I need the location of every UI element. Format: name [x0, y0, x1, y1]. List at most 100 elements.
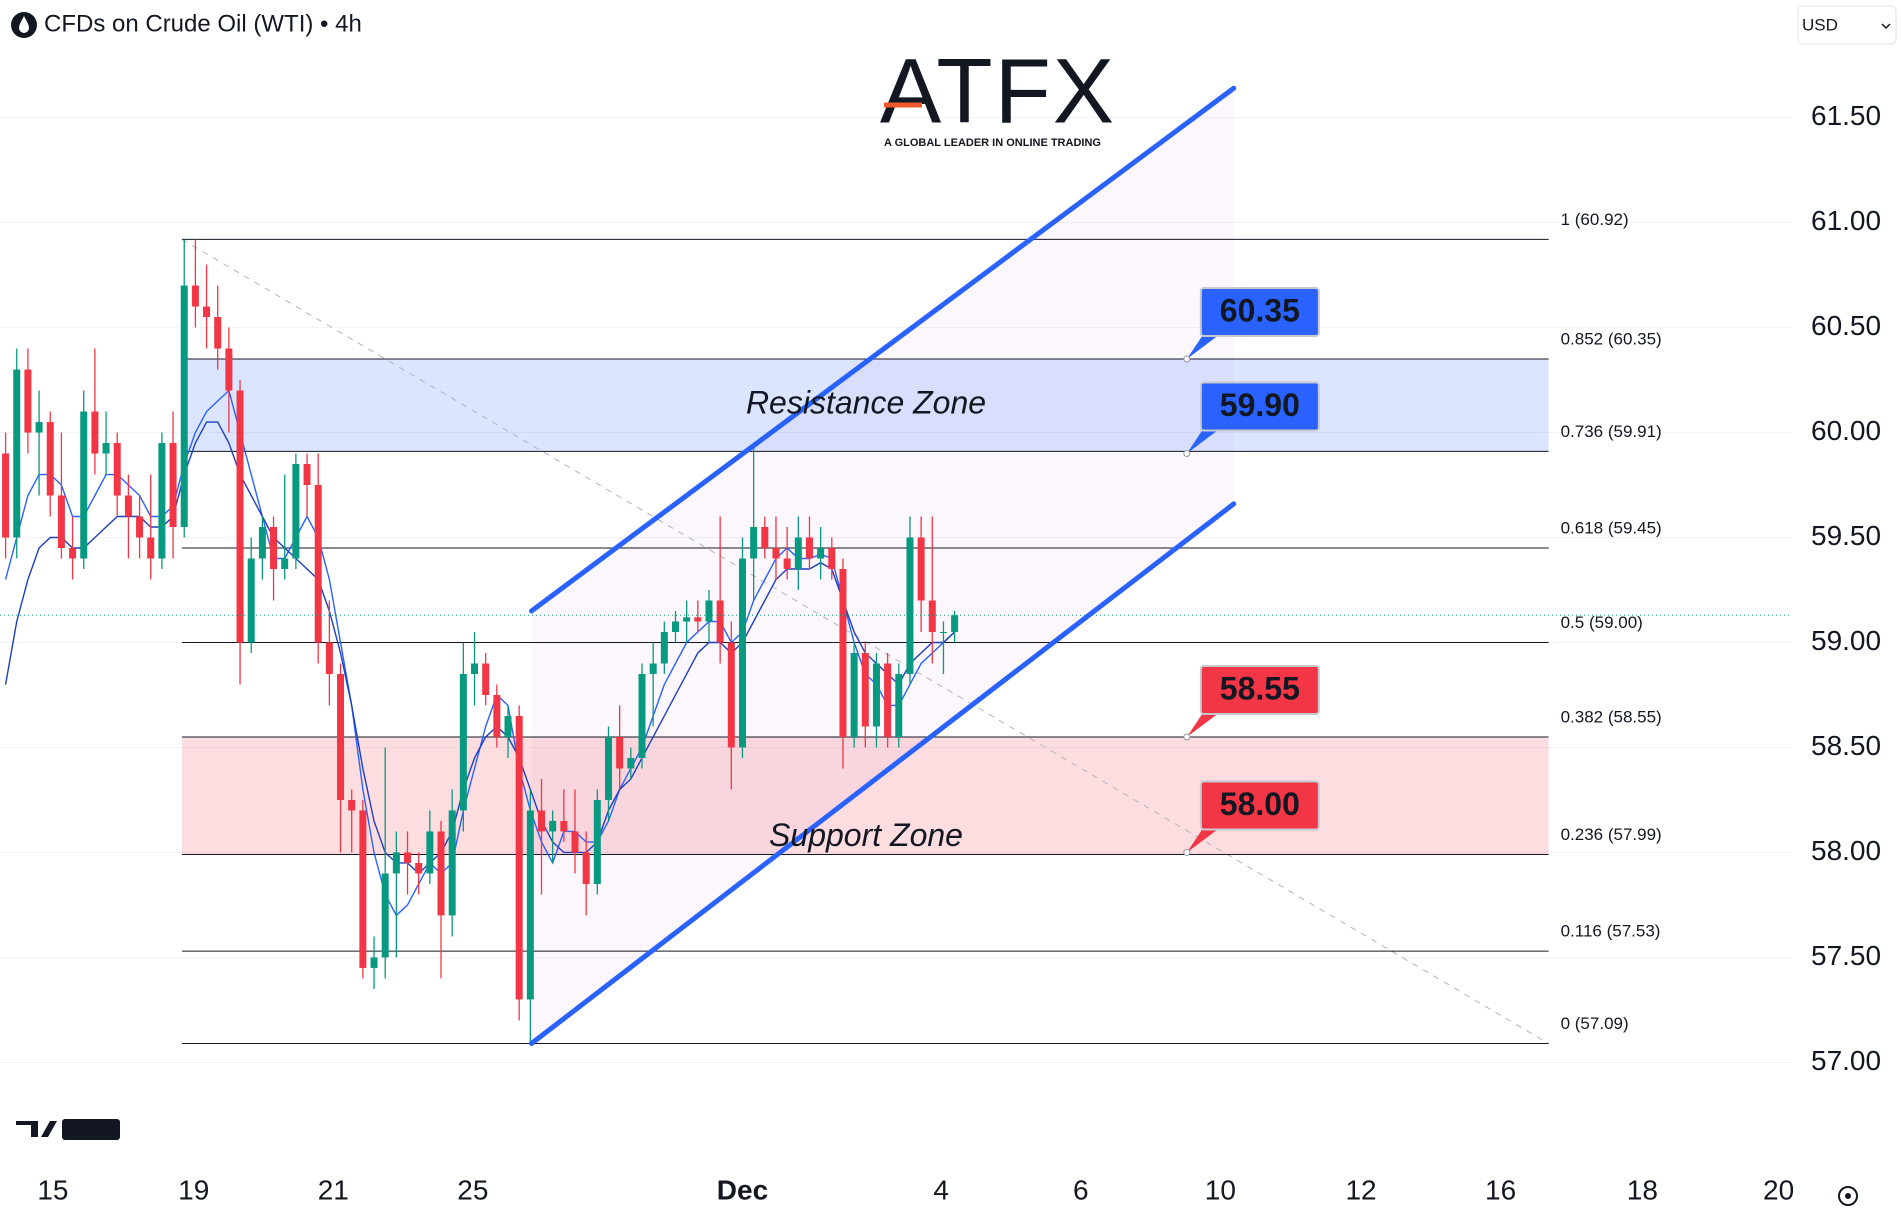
candle-body	[459, 673, 467, 811]
candle-body	[314, 485, 322, 643]
candle-body	[683, 617, 691, 622]
candle-body	[526, 810, 534, 1000]
candle-body	[169, 443, 177, 528]
logo-tagline: A GLOBAL LEADER IN ONLINE TRADING	[884, 137, 1101, 149]
candle-body	[504, 715, 512, 737]
x-tick-label: 10	[1205, 1174, 1236, 1205]
candle-body	[258, 527, 266, 559]
price-tag	[1199, 780, 1320, 831]
zone	[181, 736, 1549, 855]
candle-body	[727, 642, 735, 748]
candle-body	[281, 558, 289, 570]
x-tick-label: 6	[1073, 1174, 1089, 1205]
tag-anchor	[1183, 848, 1191, 856]
candle-body	[448, 810, 456, 916]
plot: 1 (60.92) 0.852 (60.35) 0.736 (59.91) 0.618…	[0, 85, 1792, 1063]
currency[interactable]: USD	[1802, 15, 1838, 34]
fib-label: 0 (57.09)	[1561, 1014, 1629, 1033]
y-tick-label: 60.00	[1811, 415, 1881, 446]
candle-body	[437, 831, 445, 916]
candle-body	[627, 757, 635, 769]
candle-body	[761, 527, 769, 549]
candle-body	[750, 527, 758, 559]
candle-body	[214, 317, 222, 349]
channel-line	[528, 501, 1237, 1047]
tag-anchor	[1183, 355, 1191, 363]
currency-button[interactable]	[1797, 5, 1897, 45]
channel-fill	[531, 88, 1234, 1044]
x-tick-label: 19	[178, 1174, 209, 1205]
candle-body	[91, 411, 99, 454]
candle-body	[57, 495, 65, 549]
price-tag-label: 58.55	[1220, 670, 1300, 706]
candle-body	[850, 652, 858, 737]
candle-body	[359, 810, 367, 968]
candle-body	[180, 285, 188, 528]
candle-body	[828, 548, 836, 570]
zone-label: Resistance Zone	[746, 385, 986, 421]
candle-body	[247, 558, 255, 643]
candle-body	[515, 715, 523, 1000]
candle-body	[292, 464, 300, 559]
x-tick-label: 18	[1627, 1174, 1658, 1205]
tag-anchor	[1183, 450, 1191, 458]
candle-body	[102, 443, 110, 454]
candle-body	[370, 957, 378, 968]
x-tick-label: 20	[1763, 1174, 1794, 1205]
pro-label: PRO	[75, 1121, 108, 1138]
candle-body	[325, 642, 333, 674]
zone	[181, 359, 1549, 452]
candle-body	[493, 694, 501, 737]
y-tick-label: 59.00	[1811, 625, 1881, 656]
candle-body	[203, 306, 211, 318]
candle-body	[884, 663, 892, 737]
candle-body	[113, 443, 121, 496]
fib-label: 0.382 (58.55)	[1561, 707, 1662, 726]
tv-logo	[16, 1121, 57, 1137]
candle-body	[124, 495, 132, 517]
fib-label: 0.236 (57.99)	[1561, 825, 1662, 844]
dropdown-arrow	[1881, 23, 1891, 30]
y-tick-label: 58.50	[1811, 730, 1881, 761]
candle-body	[794, 537, 802, 570]
symbol-title: CFDs on Crude Oil (WTI) • 4h	[44, 10, 362, 37]
zone-label: Support Zone	[769, 817, 963, 853]
fib-label: 0.116 (57.53)	[1561, 922, 1661, 941]
settings-icon[interactable]	[1838, 1186, 1858, 1206]
x-tick-label: 4	[933, 1174, 949, 1205]
candle-body	[2, 453, 10, 538]
candle-body	[471, 663, 479, 674]
candle-body	[705, 600, 713, 622]
candle-body	[839, 569, 847, 737]
settings-dot	[1845, 1193, 1851, 1199]
candle-body	[549, 820, 557, 832]
candle-body	[951, 615, 959, 632]
candle-body	[928, 600, 936, 632]
candle-body	[80, 411, 88, 559]
price-tag-label: 58.00	[1220, 786, 1300, 822]
candle-body	[392, 852, 400, 874]
candle-body	[772, 548, 780, 559]
candle-body	[270, 527, 278, 570]
candle-body	[694, 617, 702, 622]
price-tag	[1199, 381, 1320, 432]
candle-body	[404, 852, 412, 863]
channel-line	[528, 85, 1237, 614]
candle-body	[939, 631, 947, 633]
candle-body	[337, 673, 345, 800]
price-tag-label: 59.90	[1220, 387, 1300, 423]
tag-anchor	[1183, 733, 1191, 741]
candle-body	[817, 548, 825, 559]
candle-body	[303, 464, 311, 486]
price-tag	[1199, 664, 1320, 715]
candle-body	[783, 558, 791, 570]
candle-body	[805, 537, 813, 559]
candle-body	[348, 799, 356, 811]
candle-body	[738, 558, 746, 748]
candle-body	[46, 422, 54, 496]
candle-body	[191, 285, 199, 307]
y-tick-label: 61.50	[1811, 100, 1881, 131]
pro-badge	[62, 1119, 120, 1140]
candle-body	[482, 663, 490, 695]
